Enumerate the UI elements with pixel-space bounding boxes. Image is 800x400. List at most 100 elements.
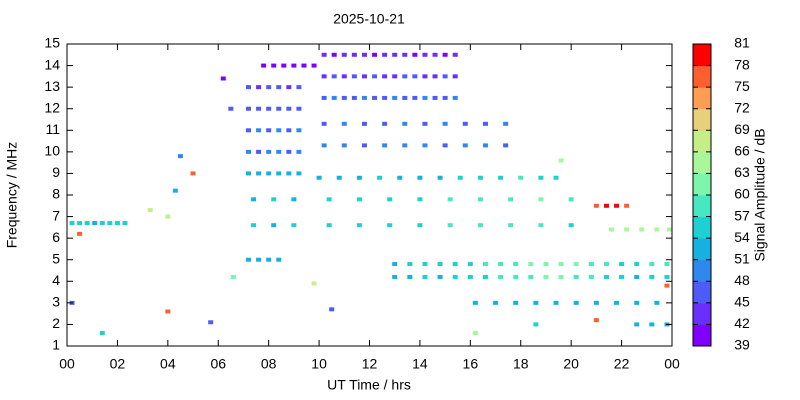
data-point: [498, 175, 504, 180]
data-point: [482, 274, 488, 279]
data-point: [351, 95, 357, 100]
data-point: [266, 106, 272, 111]
colorbar-band: [693, 173, 711, 196]
data-point: [392, 95, 398, 100]
data-point: [437, 175, 443, 180]
data-point: [387, 197, 393, 202]
data-point: [261, 63, 267, 68]
colorbar-tick-label: 72: [734, 99, 750, 115]
data-point: [609, 227, 614, 232]
x-tick-label: 02: [110, 356, 126, 372]
x-tick-label: 20: [563, 356, 579, 372]
data-point: [432, 52, 438, 57]
data-point: [402, 74, 408, 79]
data-point: [402, 121, 408, 126]
data-point: [442, 121, 448, 126]
data-point: [543, 262, 549, 267]
data-point: [619, 274, 625, 279]
data-point: [482, 121, 488, 126]
data-point: [326, 223, 332, 228]
data-point: [107, 221, 113, 226]
data-point: [256, 85, 262, 90]
data-point: [407, 274, 413, 279]
data-point: [614, 300, 620, 305]
x-tick-label: 04: [160, 356, 176, 372]
data-point: [568, 197, 574, 202]
data-point: [382, 143, 388, 148]
data-point: [372, 74, 378, 79]
y-tick-label: 14: [44, 56, 60, 72]
data-point: [568, 223, 574, 228]
data-point: [296, 106, 302, 111]
data-point: [122, 221, 128, 226]
data-point: [190, 171, 196, 176]
data-point: [336, 175, 342, 180]
data-point: [422, 274, 428, 279]
data-point: [422, 143, 428, 148]
data-point: [372, 95, 378, 100]
data-point: [558, 262, 564, 267]
data-point: [256, 257, 262, 262]
data-point: [437, 274, 443, 279]
data-point: [220, 76, 226, 81]
y-tick-label: 1: [52, 337, 60, 353]
data-point: [634, 300, 640, 305]
data-point: [649, 274, 655, 279]
colorbar-tick-label: 54: [734, 229, 750, 245]
x-tick-label: 12: [362, 356, 378, 372]
data-point: [472, 300, 478, 305]
data-point: [614, 203, 620, 208]
data-point: [593, 203, 599, 208]
data-point: [482, 262, 488, 267]
data-point: [533, 300, 539, 305]
data-point: [649, 322, 655, 327]
data-point: [553, 300, 559, 305]
data-point: [422, 52, 428, 57]
colorbar-band: [693, 324, 711, 347]
data-point: [286, 128, 292, 133]
data-point: [165, 309, 171, 314]
data-point: [286, 85, 292, 90]
colorbar-band: [693, 44, 711, 67]
data-point: [361, 95, 367, 100]
data-point: [351, 74, 357, 79]
y-tick-label: 4: [52, 272, 60, 288]
data-point: [392, 262, 398, 267]
data-point: [402, 52, 408, 57]
data-point: [276, 85, 282, 90]
data-point: [372, 52, 378, 57]
y-tick-label: 12: [44, 99, 60, 115]
colorbar-band: [693, 108, 711, 131]
y-tick-label: 3: [52, 294, 60, 310]
data-point: [538, 175, 544, 180]
data-point: [402, 143, 408, 148]
data-point: [276, 106, 282, 111]
data-point: [513, 300, 519, 305]
colorbar-tick-label: 51: [734, 250, 750, 266]
data-point: [437, 262, 443, 267]
data-point: [311, 63, 317, 68]
y-tick-label: 8: [52, 186, 60, 202]
data-point: [447, 197, 453, 202]
data-point: [447, 223, 453, 228]
data-point: [361, 121, 367, 126]
data-point: [634, 274, 640, 279]
data-point: [477, 197, 483, 202]
data-point: [603, 203, 609, 208]
data-point: [266, 128, 272, 133]
data-point: [422, 262, 428, 267]
data-point: [177, 154, 183, 159]
colorbar-tick-label: 45: [734, 294, 750, 310]
y-tick-label: 13: [44, 78, 60, 94]
data-point: [603, 262, 609, 267]
data-point: [246, 257, 251, 262]
data-point: [412, 95, 418, 100]
data-point: [77, 221, 83, 226]
data-point: [271, 197, 277, 202]
data-point: [513, 274, 519, 279]
data-point: [533, 322, 539, 327]
y-tick-label: 11: [45, 121, 60, 137]
data-point: [528, 274, 534, 279]
data-point: [634, 322, 640, 327]
